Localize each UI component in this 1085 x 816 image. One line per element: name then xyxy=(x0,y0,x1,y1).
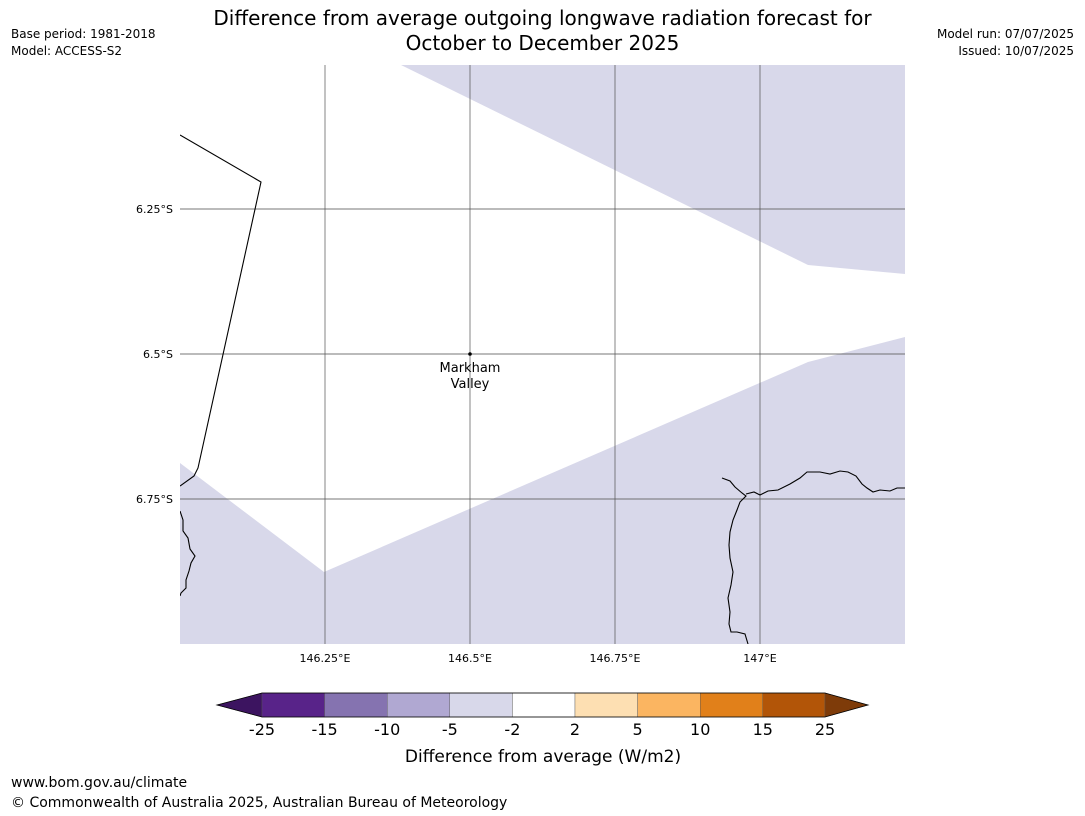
map-area xyxy=(180,65,905,644)
colorbar-segment-1 xyxy=(261,692,325,718)
colorbar-tick-7: 5 xyxy=(633,720,643,739)
lon-label-1: 146.25°E xyxy=(300,652,351,665)
colorbar-tick-6: 2 xyxy=(570,720,580,739)
colorbar-segment-6 xyxy=(574,692,638,718)
footer-copyright: © Commonwealth of Australia 2025, Austra… xyxy=(11,795,508,811)
colorbar-tick-4: -5 xyxy=(442,720,458,739)
footer-url: www.bom.gov.au/climate xyxy=(11,775,188,791)
place-label-line-1: Markham xyxy=(440,361,501,376)
colorbar-tick-1: -25 xyxy=(249,720,275,739)
colorbar-outline xyxy=(215,692,870,718)
colorbar-tick-3: -10 xyxy=(374,720,400,739)
lat-label-3: 6.75°S xyxy=(136,493,173,506)
colorbar-segment-2 xyxy=(324,692,388,718)
colorbar-segment-5 xyxy=(512,692,576,718)
province-boundary xyxy=(180,134,262,487)
title-line-2: October to December 2025 xyxy=(405,31,680,55)
base-period-text: Base period: 1981-2018 xyxy=(11,27,156,41)
anomaly-region-lower xyxy=(180,337,905,644)
colorbar-extend-low xyxy=(216,692,263,718)
lon-label-3: 146.75°E xyxy=(590,652,641,665)
colorbar-segment-9 xyxy=(762,692,826,718)
anomaly-region-upper xyxy=(401,65,905,274)
lat-label-2: 6.5°S xyxy=(143,348,173,361)
meta-left: Base period: 1981-2018 Model: ACCESS-S2 xyxy=(11,26,156,60)
colorbar-tick-10: 25 xyxy=(815,720,835,739)
place-label-line-2: Valley xyxy=(451,377,490,392)
colorbar-segment-7 xyxy=(637,692,701,718)
coastline-left xyxy=(180,510,196,597)
colorbar-tick-2: -15 xyxy=(312,720,338,739)
chart-title: Difference from average outgoing longwav… xyxy=(0,6,1085,56)
lon-label-4: 147°E xyxy=(743,652,776,665)
gridlines xyxy=(180,65,905,644)
boundaries xyxy=(180,134,905,644)
model-run-text: Model run: 07/07/2025 xyxy=(936,27,1074,41)
model-text: Model: ACCESS-S2 xyxy=(11,44,123,58)
colorbar-segment-4 xyxy=(449,692,513,718)
colorbar-segment-8 xyxy=(700,692,764,718)
lat-label-1: 6.25°S xyxy=(136,203,173,216)
colorbar-title: Difference from average (W/m2) xyxy=(405,747,681,767)
colorbar-tick-5: -2 xyxy=(504,720,520,739)
markham-valley-marker xyxy=(468,352,472,356)
colorbar-segment-3 xyxy=(387,692,451,718)
colorbar xyxy=(215,692,870,718)
colorbar-tick-9: 15 xyxy=(753,720,773,739)
title-line-1: Difference from average outgoing longwav… xyxy=(213,6,872,30)
coastline-right xyxy=(721,477,749,644)
coastline-gulf xyxy=(745,470,905,496)
colorbar-extend-high xyxy=(824,692,869,718)
colorbar-tick-8: 10 xyxy=(690,720,710,739)
issued-text: Issued: 10/07/2025 xyxy=(958,44,1074,58)
lon-label-2: 146.5°E xyxy=(448,652,492,665)
meta-right: Model run: 07/07/2025 Issued: 10/07/2025 xyxy=(937,26,1074,60)
